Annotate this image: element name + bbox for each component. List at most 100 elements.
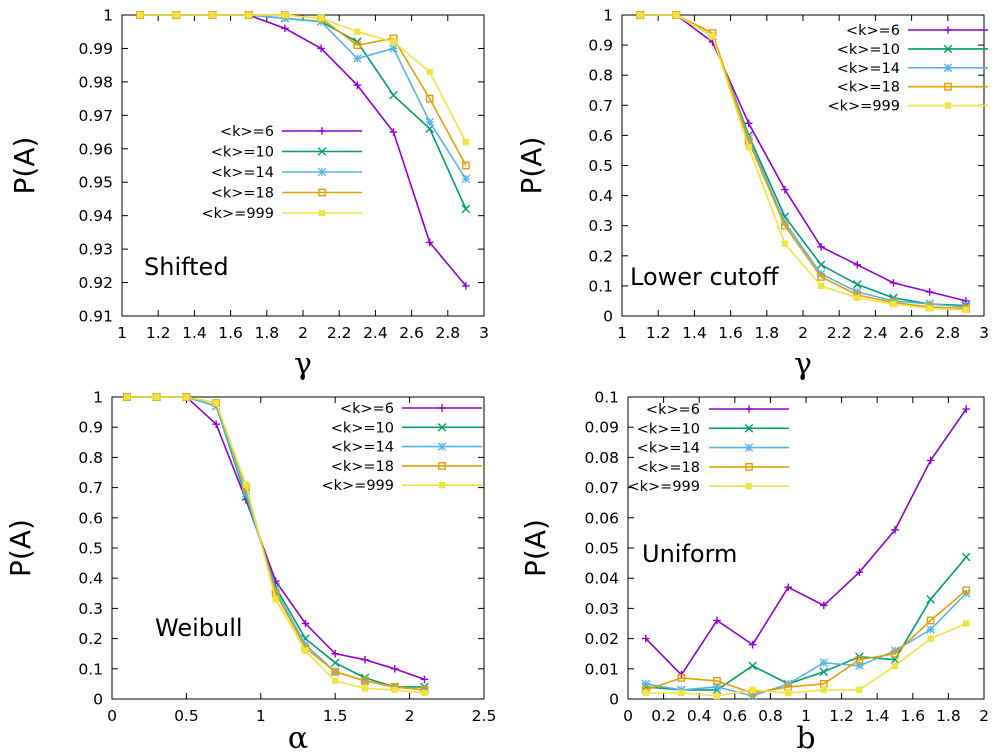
y-tick-label: 0.4: [78, 570, 103, 588]
legend-label: <k>=14: [331, 440, 394, 456]
x-tick-label: 2.5: [472, 707, 497, 725]
x-tick-label: 1: [801, 707, 811, 725]
legend-label: <k>=10: [837, 42, 900, 58]
legend-label: <k>=999: [201, 206, 274, 222]
series-line: [645, 589, 967, 694]
legend-label: <k>=14: [211, 165, 274, 181]
point-marker: [745, 483, 753, 490]
point-marker: [389, 44, 398, 53]
point-marker: [785, 689, 792, 697]
y-tick-label: 0.03: [584, 600, 619, 618]
point-marker: [817, 272, 826, 281]
y-tick-label: 1: [103, 7, 113, 25]
y-tick-label: 0.04: [584, 570, 619, 588]
y-tick-label: 0.98: [78, 73, 113, 91]
y-tick-label: 0.1: [594, 389, 619, 407]
point-marker: [301, 619, 310, 628]
series-k18: [136, 11, 470, 170]
x-axis-label: b: [796, 721, 815, 756]
legend-label: <k>=999: [627, 479, 700, 495]
x-tick-label: 1.4: [865, 707, 890, 725]
point-marker: [317, 167, 327, 177]
y-tick-label: 0.92: [78, 274, 113, 292]
point-marker: [420, 675, 429, 684]
series-line: [645, 408, 967, 677]
point-marker: [891, 662, 899, 669]
y-tick-label: 0.08: [584, 449, 619, 467]
y-tick-label: 0.7: [78, 479, 103, 497]
y-tick-label: 0.01: [584, 660, 619, 678]
point-marker: [781, 240, 789, 247]
chart-panel-3: 0 0.5 1 1.5 2 2.5 0 0.1 0.2 0.3 0.4 0.5 0.6 0.7 0.8 0.9…: [4, 389, 496, 756]
y-axis-label: P(A): [519, 519, 552, 577]
point-marker: [961, 552, 971, 562]
point-marker: [461, 174, 471, 184]
x-tick-label: 1: [117, 324, 127, 342]
x-tick-label: 0.2: [651, 707, 676, 725]
point-marker: [272, 596, 279, 603]
chart-panel-4: 0 0.2 0.4 0.6 0.8 1 1.2 1.4 1.6 1.8 2 0 0.01 0.02 0.03…: [519, 389, 989, 756]
x-tick-label: 1.8: [254, 324, 279, 342]
point-marker: [353, 54, 362, 63]
point-marker: [636, 11, 644, 19]
y-tick-label: 0.93: [78, 241, 113, 259]
point-marker: [678, 689, 685, 697]
y-tick-label: 0.05: [584, 540, 619, 558]
point-marker: [943, 63, 953, 73]
y-tick-label: 0.09: [584, 419, 619, 437]
x-tick-label: 3: [979, 324, 989, 342]
point-marker: [361, 655, 369, 664]
point-marker: [425, 94, 434, 103]
point-marker: [817, 242, 825, 251]
point-marker: [855, 568, 864, 576]
point-marker: [713, 676, 721, 685]
x-tick-label: 1.6: [718, 324, 743, 342]
y-axis-label: P(A): [8, 137, 41, 195]
point-marker: [781, 221, 789, 230]
series-k10: [135, 10, 471, 214]
point-marker: [438, 482, 446, 489]
legend: <k>=6 <k>=10 <k>=14 <k>=18 <k>=999: [627, 402, 789, 495]
point-marker: [317, 44, 325, 53]
point-marker: [749, 686, 756, 694]
point-marker: [713, 616, 721, 625]
x-tick-label: 1.5: [323, 707, 348, 725]
x-tick-label: 2.2: [327, 324, 352, 342]
point-marker: [820, 601, 828, 610]
point-marker: [354, 28, 361, 35]
series-line: [640, 14, 967, 302]
point-marker: [925, 288, 934, 296]
x-tick-label: 1.6: [218, 324, 243, 342]
legend-label: <k>=6: [846, 23, 900, 39]
y-tick-label: 0.2: [588, 247, 613, 265]
legend-label: <k>=999: [827, 99, 900, 115]
point-marker: [153, 393, 160, 401]
point-marker: [390, 38, 397, 45]
series-line: [140, 14, 467, 180]
point-marker: [673, 11, 680, 19]
x-tick-label: 1.8: [936, 707, 961, 725]
point-marker: [642, 634, 650, 643]
point-marker: [781, 185, 789, 194]
point-marker: [853, 280, 862, 289]
point-marker: [281, 24, 289, 33]
point-marker: [302, 647, 309, 654]
point-marker: [943, 44, 953, 54]
y-tick-label: 0.99: [78, 40, 113, 58]
x-tick-label: 2.8: [935, 324, 960, 342]
y-axis-label: P(A): [515, 137, 548, 195]
x-axis-label: γ: [794, 347, 812, 382]
legend-label: <k>=999: [321, 478, 394, 494]
y-tick-label: 0.07: [584, 479, 619, 497]
y-tick-label: 0.8: [78, 449, 103, 467]
point-marker: [819, 667, 829, 677]
series-line: [140, 14, 467, 143]
y-tick-label: 0.94: [78, 207, 113, 225]
y-tick-label: 0.9: [588, 37, 613, 55]
series-k999: [636, 11, 970, 314]
x-tick-label: 0.4: [687, 707, 712, 725]
point-marker: [318, 127, 326, 135]
series-k14: [135, 10, 471, 184]
point-marker: [209, 11, 216, 19]
